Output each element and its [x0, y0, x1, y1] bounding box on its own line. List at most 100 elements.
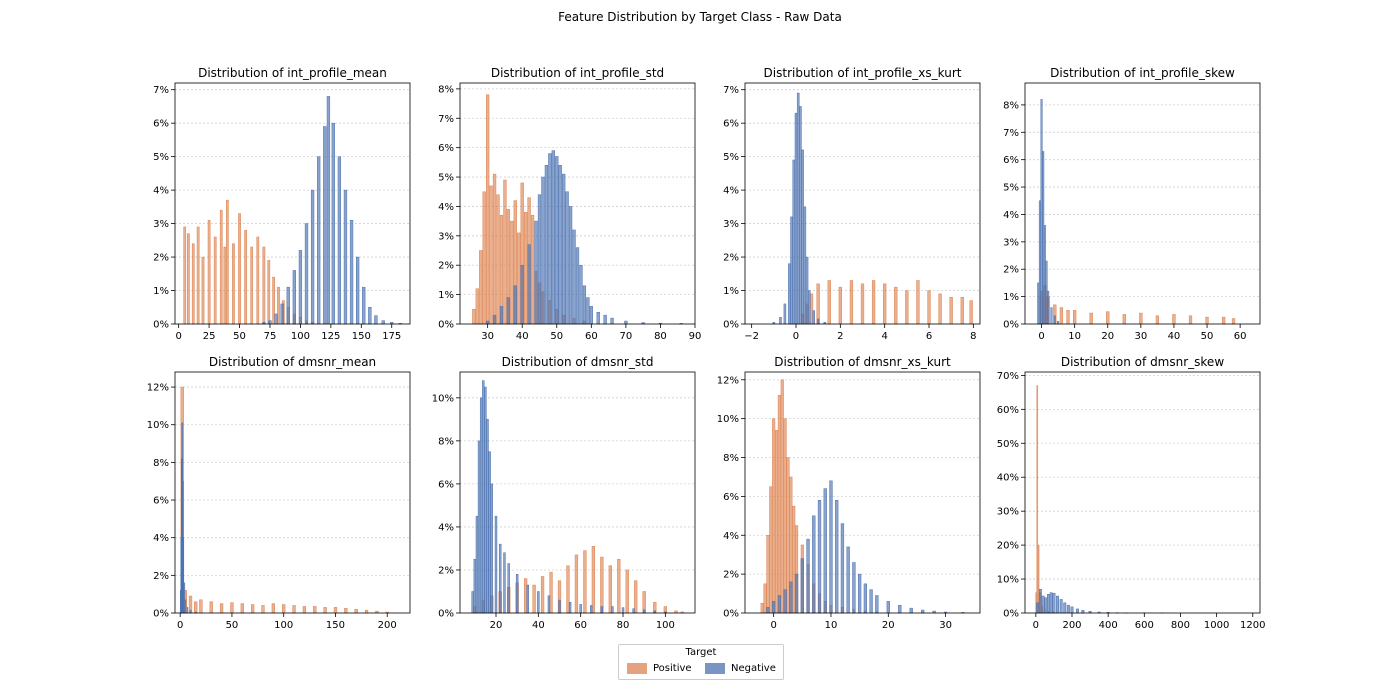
bar-negative — [777, 595, 782, 614]
y-tick-label: 20% — [997, 541, 1019, 552]
bar-positive — [194, 601, 198, 614]
bar-positive — [766, 535, 770, 614]
y-tick-label: 12% — [147, 383, 169, 394]
y-tick-label: 1% — [1003, 292, 1019, 303]
bar-negative — [846, 546, 850, 614]
bar-negative — [1059, 599, 1063, 614]
y-tick-label: 3% — [1003, 237, 1019, 248]
subplot-8: Distribution of dmsnr_skew 0 200 400 600 800 1… — [997, 355, 1266, 631]
bar-negative — [772, 601, 776, 614]
bar-negative — [499, 306, 504, 325]
y-tick-label: 12% — [717, 375, 739, 386]
bar-negative — [362, 286, 366, 325]
bar-negative — [621, 607, 625, 614]
x-tick-label: 70 — [620, 331, 633, 342]
bar-positive — [524, 212, 528, 325]
axes-frame — [459, 82, 696, 325]
subplot-title: Distribution of int_profile_std — [491, 66, 664, 80]
bar-negative — [632, 608, 635, 614]
bar-negative — [1047, 290, 1050, 325]
bar-positive — [1089, 312, 1093, 325]
bar-negative — [292, 270, 296, 325]
bar-negative — [186, 607, 189, 614]
bar-positive — [780, 379, 784, 614]
y-tick-label: 70% — [997, 371, 1019, 382]
x-tick-label: 1000 — [1204, 620, 1229, 631]
bar-negative — [805, 256, 809, 325]
bar-positive — [272, 276, 275, 325]
bar-positive — [496, 194, 500, 325]
bar-positive — [849, 280, 854, 325]
bar-positive — [323, 607, 327, 614]
x-tick-label: 50 — [233, 331, 246, 342]
bar-negative — [590, 605, 593, 614]
bar-negative — [1075, 608, 1079, 614]
bar-negative — [579, 604, 582, 614]
bar-positive — [1036, 385, 1039, 614]
y-tick-label: 3% — [153, 219, 169, 230]
bar-negative — [494, 515, 498, 614]
axes-frame — [174, 82, 411, 325]
bar-positive — [763, 583, 767, 614]
bar-negative — [817, 500, 822, 614]
bar-positive — [282, 604, 286, 614]
bar-positive — [1205, 316, 1209, 325]
x-tick-label: 20 — [490, 620, 503, 631]
bar-positive — [1073, 310, 1077, 325]
bar-positive — [277, 286, 280, 325]
y-tick-label: 6% — [723, 492, 739, 503]
x-tick-label: 30 — [1134, 331, 1147, 342]
y-tick-label: 3% — [723, 219, 739, 230]
bar-positive — [540, 576, 545, 614]
legend-swatch-negative — [705, 662, 725, 674]
bar-positive — [191, 243, 195, 325]
bar-negative — [812, 515, 816, 614]
bar-positive — [916, 280, 920, 325]
bar-positive — [860, 283, 865, 325]
bar-negative — [331, 122, 335, 325]
bar-negative — [565, 191, 569, 325]
x-tick-label: 175 — [382, 331, 401, 342]
bar-negative — [544, 165, 549, 325]
x-tick-label: 400 — [1099, 620, 1118, 631]
x-tick-label: 50 — [1201, 331, 1214, 342]
bar-negative — [568, 601, 572, 614]
y-tick-label: 1% — [153, 286, 169, 297]
bar-negative — [801, 149, 804, 325]
y-tick-label: 8% — [1003, 100, 1019, 111]
bar-positive — [201, 256, 205, 325]
bar-positive — [207, 219, 211, 325]
bar-positive — [244, 230, 247, 325]
axes-frame — [744, 371, 981, 614]
y-tick-label: 4% — [438, 522, 454, 533]
bar-negative — [796, 92, 800, 325]
bar-positive — [230, 602, 234, 614]
legend-entry-negative: Negative — [705, 661, 776, 675]
axes-frame — [1024, 371, 1261, 614]
bar-negative — [858, 573, 862, 614]
bar-negative — [600, 606, 604, 614]
bar-positive — [608, 565, 612, 614]
bar-negative — [298, 250, 303, 325]
bar-negative — [1057, 321, 1060, 325]
y-tick-label: 5% — [723, 152, 739, 163]
bar-positive — [772, 418, 776, 614]
bar-positive — [960, 296, 964, 325]
bar-negative — [268, 320, 272, 325]
bar-negative — [789, 581, 793, 614]
bar-negative — [611, 606, 614, 614]
bar-negative — [515, 574, 519, 614]
subplot-5: Distribution of dmsnr_mean 0 50 100 150 200 0%… — [147, 355, 411, 631]
bar-negative — [909, 607, 913, 614]
bars — [471, 380, 684, 614]
bar-negative — [503, 552, 506, 614]
x-tick-label: 80 — [654, 331, 667, 342]
bar-positive — [1059, 307, 1064, 325]
x-tick-label: 40 — [516, 331, 529, 342]
y-tick-label: 60% — [997, 405, 1019, 416]
bar-negative — [886, 601, 890, 614]
bar-positive — [240, 603, 244, 614]
bar-negative — [562, 173, 566, 325]
bar-positive — [226, 199, 229, 325]
x-tick-label: 2 — [837, 331, 843, 342]
